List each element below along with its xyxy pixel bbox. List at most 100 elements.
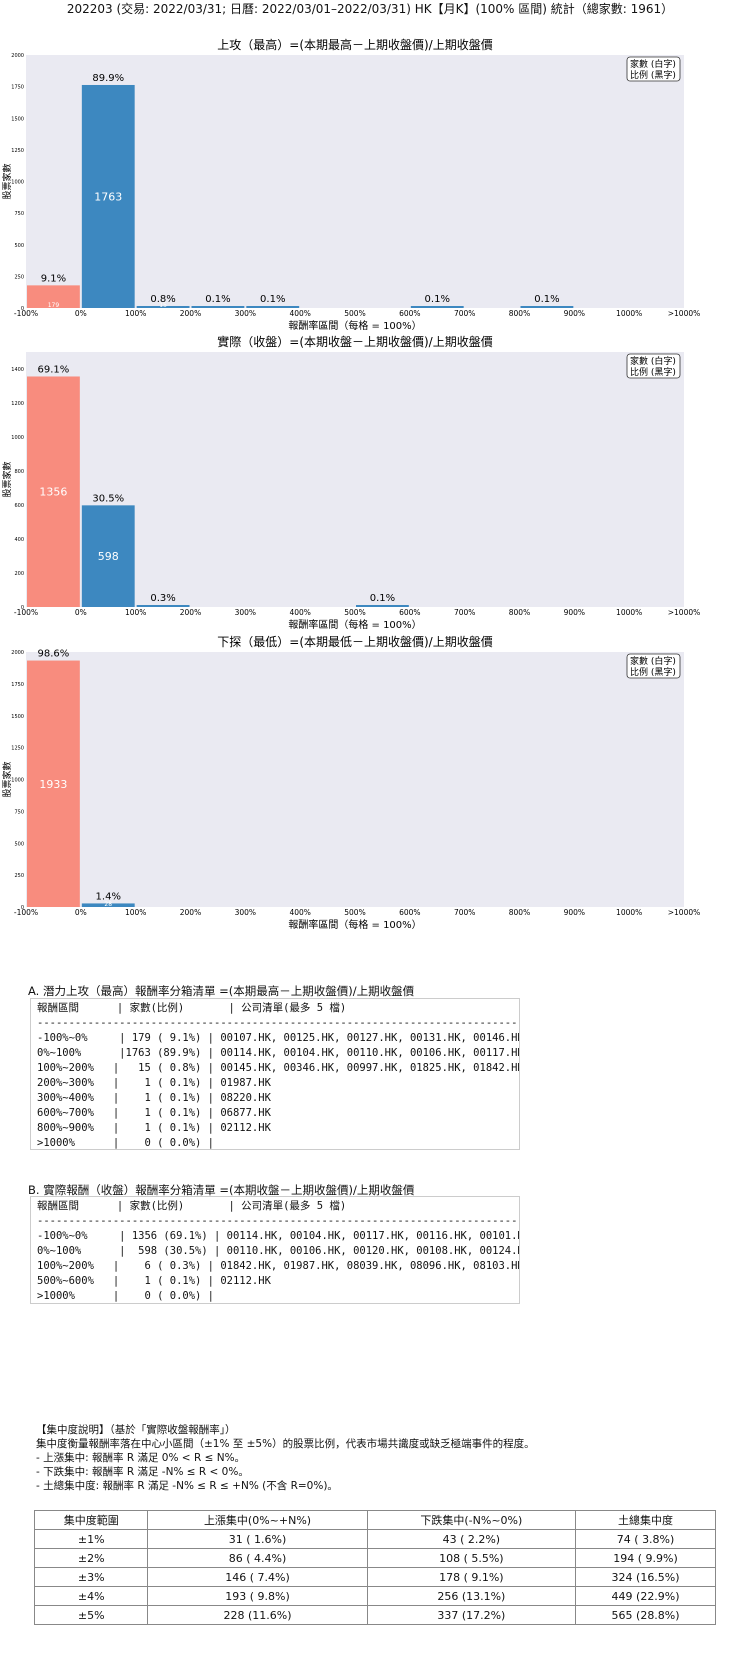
- count-label: 1933: [39, 778, 67, 791]
- pct-label: 69.1%: [38, 364, 70, 375]
- list-b-title: B. 實際報酬（收盤）報酬率分箱清單 =(本期收盤－上期收盤價)/上期收盤價: [28, 1183, 415, 1197]
- legend-text: 家數 (白字): [630, 655, 676, 667]
- x-tick-label: 0%: [75, 309, 87, 318]
- y-tick-label: 1250: [11, 746, 24, 752]
- column-header: 下跌集中(-N%~0%): [366, 1510, 577, 1530]
- page-title: 202203 (交易: 2022/03/31; 日曆: 2022/03/01–2…: [66, 2, 674, 16]
- y-tick-label: 2000: [11, 650, 24, 656]
- x-tick-label: 900%: [564, 309, 585, 318]
- x-axis-label: 報酬率區間（每格 = 100%）: [288, 918, 421, 931]
- x-tick-label: 800%: [509, 309, 530, 318]
- concentration-heading: 【集中度說明】（基於「實際收盤報酬率」）: [36, 1424, 236, 1436]
- x-tick-label: 700%: [454, 908, 475, 917]
- list-row: 0%~100% |1763 (89.9%) | 00114.HK, 00104.…: [37, 1047, 519, 1059]
- list-row: 100%~200% | 6 ( 0.3%) | 01842.HK, 01987.…: [37, 1260, 519, 1272]
- list-header-row: 報酬區間 | 家數(比例) | 公司清單(最多 5 檔): [37, 1002, 347, 1014]
- pct-label: 30.5%: [92, 493, 124, 504]
- y-tick-label: 500: [14, 841, 24, 847]
- list-row: 300%~400% | 1 ( 0.1%) | 08220.HK: [37, 1092, 271, 1104]
- count-label: 28: [104, 901, 112, 908]
- x-tick-label: 100%: [125, 608, 146, 617]
- x-tick-label: 300%: [235, 908, 256, 917]
- x-tick-label: 700%: [454, 608, 475, 617]
- table-cell: 43 ( 2.2%): [366, 1529, 577, 1549]
- histogram-charts: 上攻（最高）=(本期最高－上期收盤價)/上期收盤價 0 250 500 750 1000 1…: [1, 37, 701, 931]
- pct-label: 0.1%: [205, 294, 230, 305]
- chart-3: 下探（最低）=(本期最低－上期收盤價)/上期收盤價 0 250 500 750 1000 1…: [1, 635, 700, 931]
- y-tick-label: 1000: [11, 180, 24, 186]
- y-tick-label: 500: [14, 243, 24, 249]
- y-tick-label: 0: [21, 905, 24, 911]
- x-tick-label: -100%: [14, 608, 38, 617]
- x-tick-label: 600%: [399, 608, 420, 617]
- table-header-row: 集中度範圍 上漲集中(0%~+N%) 下跌集中(-N%~0%) 土總集中度: [33, 1510, 716, 1530]
- table-cell: 146 ( 7.4%): [147, 1567, 368, 1587]
- pct-label: 0.1%: [425, 294, 450, 305]
- x-tick-label: 400%: [289, 908, 310, 917]
- legend-box: [626, 653, 681, 679]
- concentration-table: 集中度範圍 上漲集中(0%~+N%) 下跌集中(-N%~0%) 土總集中度 ±1…: [33, 1510, 716, 1625]
- count-label: 15: [159, 302, 167, 309]
- plot-area: [26, 352, 684, 607]
- y-tick-label: 1250: [11, 148, 24, 154]
- list-row: 200%~300% | 1 ( 0.1%) | 01987.HK: [37, 1077, 271, 1089]
- list-row: -100%~0% | 1356 (69.1%) | 00114.HK, 0010…: [37, 1230, 519, 1242]
- x-tick-label: 1000%: [616, 608, 642, 617]
- bar: [81, 505, 135, 607]
- x-tick-label: >1000%: [668, 608, 701, 617]
- pct-label: 1.4%: [96, 891, 121, 902]
- y-tick-label: 250: [14, 873, 24, 879]
- x-tick-label: 400%: [289, 608, 310, 617]
- x-tick-label: -100%: [14, 309, 38, 318]
- x-axis-label: 報酬率區間（每格 = 100%）: [288, 618, 421, 631]
- y-axis-label: 股票家數: [1, 163, 13, 199]
- chart-1: 上攻（最高）=(本期最高－上期收盤價)/上期收盤價 0 250 500 750 1000 1…: [1, 37, 700, 332]
- legend-text: 比例 (黑字): [630, 366, 676, 378]
- column-header: 集中度範圍: [33, 1510, 149, 1530]
- table-cell: ±1%: [33, 1529, 149, 1549]
- y-tick-label: 1500: [11, 714, 24, 720]
- chart-title: 上攻（最高）=(本期最高－上期收盤價)/上期收盤價: [217, 37, 492, 52]
- y-tick-label: 1000: [11, 435, 24, 441]
- x-tick-label: 1000%: [616, 908, 642, 917]
- chart-title: 實際（收盤）=(本期收盤－上期收盤價)/上期收盤價: [217, 334, 492, 349]
- list-row: 800%~900% | 1 ( 0.1%) | 02112.HK: [37, 1122, 271, 1134]
- x-tick-label: 1000%: [616, 309, 642, 318]
- table-cell: 74 ( 3.8%): [575, 1529, 716, 1549]
- y-tick-label: 600: [14, 503, 24, 509]
- y-tick-label: 2000: [11, 53, 24, 59]
- x-tick-label: 900%: [564, 608, 585, 617]
- list-a-box: 報酬區間 | 家數(比例) | 公司清單(最多 5 檔) ------------…: [30, 998, 520, 1150]
- count-label: 1356: [39, 486, 67, 499]
- bar: [27, 376, 80, 607]
- bar: [136, 306, 190, 308]
- x-tick-label: 500%: [344, 608, 365, 617]
- legend-text: 比例 (黑字): [630, 69, 676, 81]
- table-row: ±1% 31 ( 1.6%) 43 ( 2.2%) 74 ( 3.8%): [33, 1529, 716, 1549]
- bar: [356, 605, 409, 607]
- pct-label: 89.9%: [92, 73, 124, 84]
- plot-area: [26, 55, 684, 308]
- x-tick-label: 600%: [399, 309, 420, 318]
- count-label: 179: [48, 302, 60, 309]
- x-tick-label: 600%: [399, 908, 420, 917]
- list-divider: ----------------------------------------…: [37, 1017, 519, 1029]
- list-row: 0%~100% | 598 (30.5%) | 00110.HK, 00106.…: [37, 1245, 519, 1257]
- table-cell: 565 (28.8%): [575, 1605, 716, 1625]
- y-tick-label: 1750: [11, 682, 24, 688]
- chart-title: 下探（最低）=(本期最低－上期收盤價)/上期收盤價: [217, 635, 492, 649]
- x-tick-label: 900%: [564, 908, 585, 917]
- list-header-row: 報酬區間 | 家數(比例) | 公司清單(最多 5 檔): [37, 1200, 347, 1212]
- column-header: 上漲集中(0%~+N%): [147, 1510, 368, 1530]
- table-row: ±5% 228 (11.6%) 337 (17.2%) 565 (28.8%): [33, 1605, 716, 1625]
- x-tick-label: 300%: [235, 309, 256, 318]
- legend-text: 比例 (黑字): [630, 666, 676, 678]
- concentration-notes: 【集中度說明】（基於「實際收盤報酬率」） 集中度衡量報酬率落在中心小區間（±1%…: [36, 1423, 535, 1493]
- bar: [81, 84, 135, 308]
- table-row: ±2% 86 ( 4.4%) 108 ( 5.5%) 194 ( 9.9%): [33, 1548, 716, 1568]
- count-label: 598: [98, 550, 119, 563]
- x-tick-label: 0%: [75, 608, 87, 617]
- list-b-box: 報酬區間 | 家數(比例) | 公司清單(最多 5 檔) ------------…: [30, 1196, 520, 1304]
- legend-box: [626, 56, 681, 82]
- bar: [27, 285, 80, 308]
